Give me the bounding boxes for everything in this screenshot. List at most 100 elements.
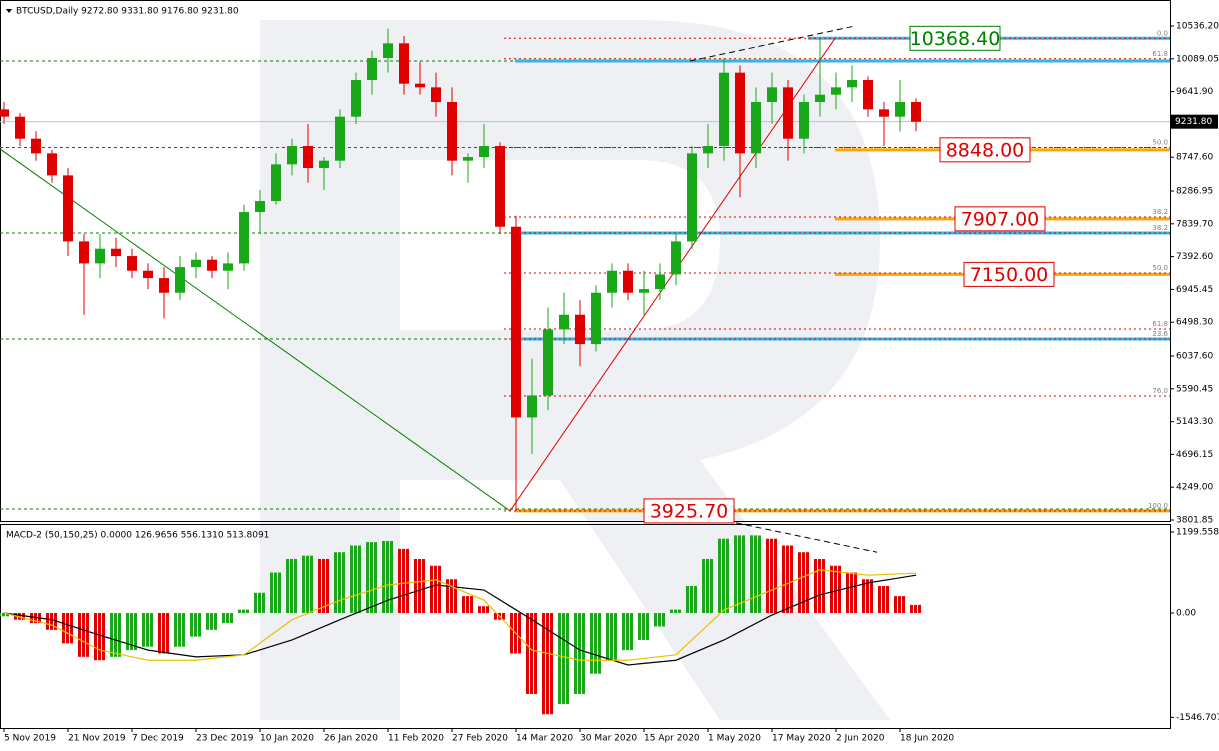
macd-bar xyxy=(574,612,577,694)
candle-body xyxy=(607,270,617,293)
macd-bar xyxy=(270,572,273,613)
macd-bar xyxy=(430,565,433,613)
macd-bar xyxy=(182,612,185,647)
candle-body xyxy=(223,263,233,271)
price-label: 7150.00 xyxy=(970,264,1049,286)
candle-body xyxy=(671,241,681,275)
macd-bar xyxy=(690,585,693,613)
x-tick-label: 17 May 2020 xyxy=(772,734,831,744)
y-tick-label: 9641.90 xyxy=(1176,87,1213,97)
macd-bar xyxy=(470,596,473,613)
fib-label: 38.2 xyxy=(1152,208,1168,216)
trendline xyxy=(0,148,511,512)
price-label-box xyxy=(954,206,1046,232)
macd-bar xyxy=(146,612,149,647)
macd-bar xyxy=(22,612,25,620)
macd-bar xyxy=(30,612,33,624)
macd-bar xyxy=(142,612,145,647)
macd-bar xyxy=(850,572,853,613)
macd-y-tick-label: 0.00 xyxy=(1176,608,1196,618)
macd-bar xyxy=(582,612,585,694)
macd-bar xyxy=(230,612,233,624)
macd-bar xyxy=(630,612,633,651)
y-tick-label: 4696.15 xyxy=(1176,450,1213,460)
candle-body xyxy=(303,146,313,169)
macd-bar xyxy=(198,612,201,637)
y-tick-label: 8286.95 xyxy=(1176,186,1213,196)
x-tick-label: 10 Jan 2020 xyxy=(260,734,314,744)
candle-body xyxy=(319,160,329,169)
candle-body xyxy=(95,248,105,264)
candle-body xyxy=(239,212,249,264)
x-tick-label: 14 Mar 2020 xyxy=(516,734,573,744)
macd-bar xyxy=(598,612,601,674)
macd-bar xyxy=(150,612,153,647)
macd-bar xyxy=(418,558,421,613)
macd-bar xyxy=(278,572,281,613)
macd-bar xyxy=(902,596,905,613)
macd-bar xyxy=(718,538,721,613)
macd-bar xyxy=(446,579,449,613)
x-tick-label: 2 Jun 2020 xyxy=(836,734,885,744)
macd-bar xyxy=(238,609,241,613)
candle-body xyxy=(335,116,345,161)
macd-bar xyxy=(782,545,785,613)
macd-bar xyxy=(438,565,441,613)
x-tick-label: 23 Dec 2019 xyxy=(196,734,254,744)
macd-bar xyxy=(482,606,485,613)
macd-bar xyxy=(614,612,617,661)
main-line xyxy=(3,574,917,666)
macd-bar xyxy=(494,612,497,620)
price-label: 8848.00 xyxy=(946,139,1025,161)
macd-y-tick-label: 1199.5582 xyxy=(1176,528,1219,538)
macd-bar xyxy=(466,596,469,613)
macd-bar xyxy=(246,609,249,613)
candle-body xyxy=(159,278,169,293)
macd-bar xyxy=(502,612,505,620)
y-tick-label: 6945.45 xyxy=(1176,285,1213,295)
macd-bar xyxy=(854,572,857,613)
macd-bar xyxy=(398,548,401,613)
macd-bar xyxy=(670,609,673,613)
candle-body xyxy=(831,87,841,95)
macd-bar xyxy=(390,540,393,613)
main-frame xyxy=(0,0,1171,522)
macd-bar xyxy=(354,545,357,613)
macd-bar xyxy=(790,545,793,613)
macd-bar xyxy=(326,558,329,613)
candle-body xyxy=(543,329,553,396)
macd-bar xyxy=(462,596,465,613)
candle-body xyxy=(911,102,921,122)
macd-bar xyxy=(222,612,225,624)
macd-bar xyxy=(542,612,545,715)
candle-body xyxy=(351,80,361,117)
macd-bar xyxy=(862,579,865,613)
fib-label: 61.8 xyxy=(1152,50,1168,58)
candle-body xyxy=(783,87,793,139)
macd-bar xyxy=(306,555,309,613)
fib-label: 50.0 xyxy=(1152,264,1168,272)
macd-bar xyxy=(302,555,305,613)
macd-bar xyxy=(566,612,569,705)
candle-body xyxy=(255,201,265,213)
macd-bar xyxy=(562,612,565,705)
macd-bar xyxy=(194,612,197,637)
macd-bar xyxy=(258,592,261,613)
candle-body xyxy=(111,248,121,257)
fib-label: 50.0 xyxy=(1152,138,1168,146)
price-label-box xyxy=(939,137,1031,163)
current-price-box xyxy=(1171,114,1218,129)
macd-bar xyxy=(34,612,37,624)
macd-bar xyxy=(94,612,97,661)
macd-bar xyxy=(450,579,453,613)
macd-bar xyxy=(622,612,625,651)
price-label-box xyxy=(643,498,735,524)
candle-body xyxy=(143,270,153,279)
candle-body xyxy=(847,80,857,88)
macd-bar xyxy=(414,558,417,613)
price-label: 7907.00 xyxy=(961,208,1040,230)
candle-body xyxy=(287,146,297,165)
macd-bar xyxy=(78,612,81,657)
macd-bar xyxy=(134,612,137,651)
x-tick-label: 27 Feb 2020 xyxy=(452,734,508,744)
